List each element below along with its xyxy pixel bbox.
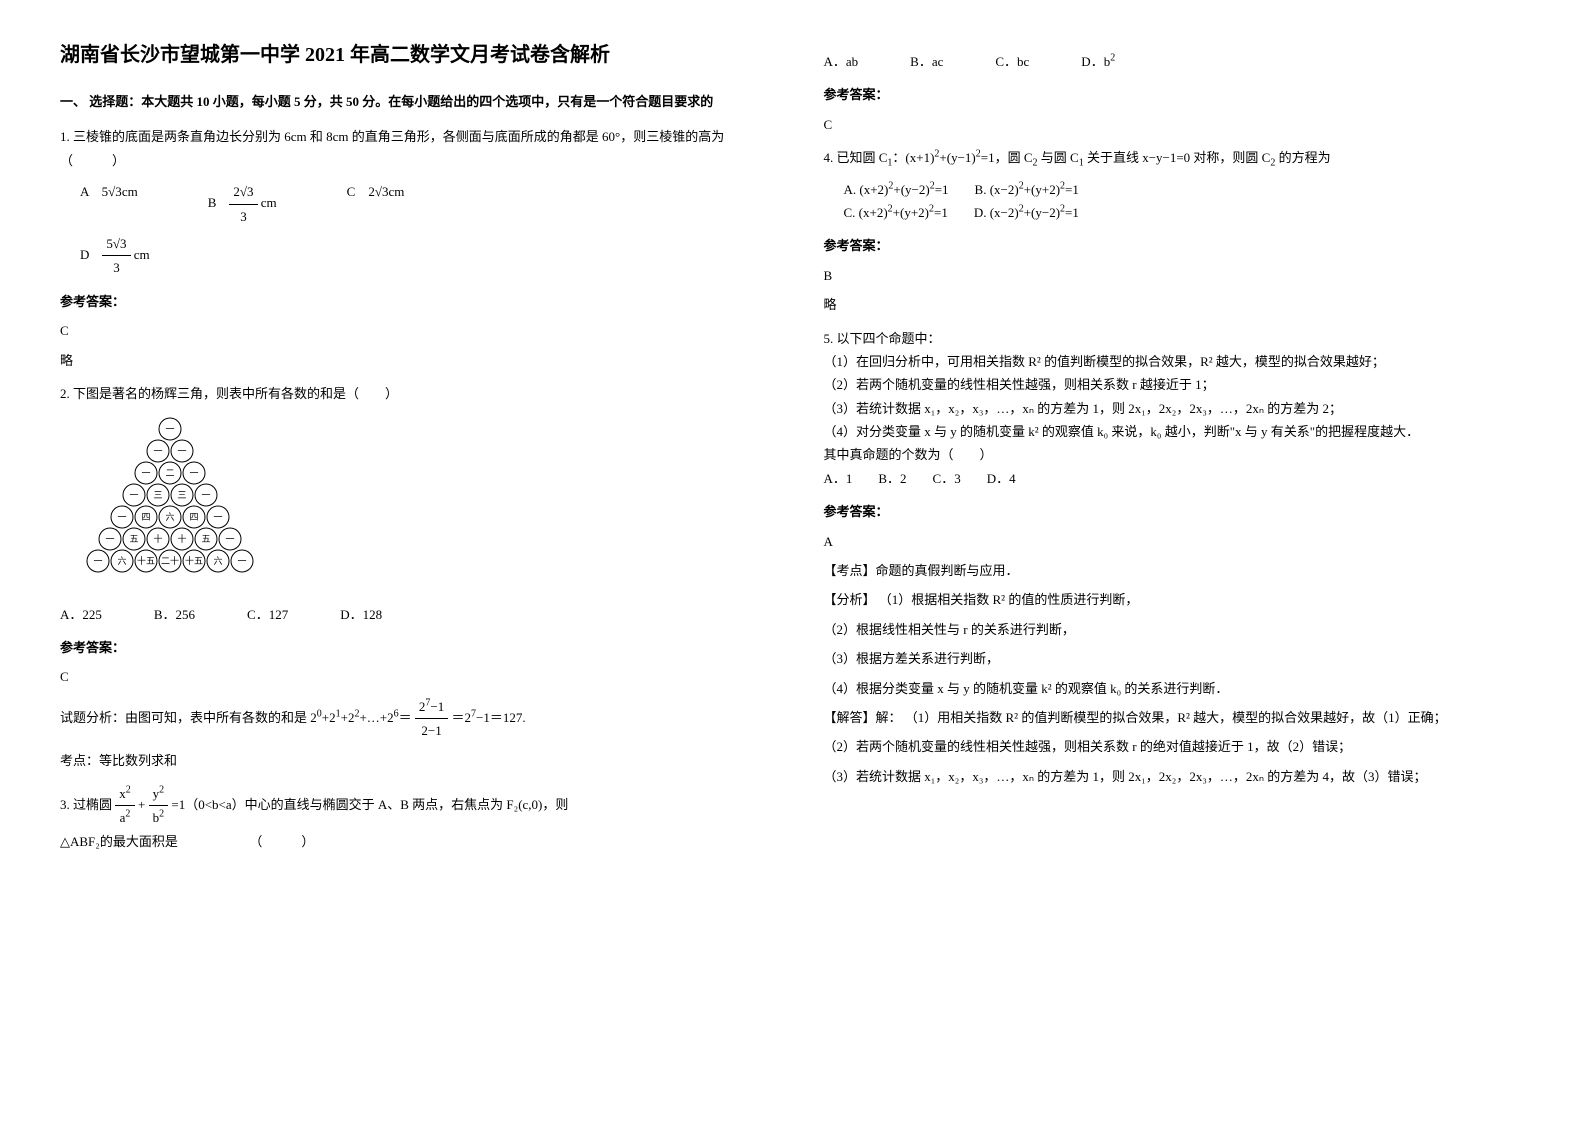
svg-text:一: 一 <box>93 556 102 566</box>
q5-fenxi-label: 【分析】 <box>824 592 876 607</box>
svg-text:六: 六 <box>117 555 126 566</box>
q2-answer-label: 参考答案： <box>60 636 764 659</box>
q5-kaodian: 【考点】命题的真假判断与应用． <box>824 559 1528 582</box>
q5-j3: （3）若统计数据 x₁，x₂，x₃，…，xₙ 的方差为 1，则 2x₁，2x₂，… <box>824 765 1528 788</box>
question-4: 4. 已知圆 C1：(x+1)2+(y−1)2=1，圆 C2 与圆 C1 关于直… <box>824 146 1528 316</box>
svg-text:十五: 十五 <box>137 555 155 566</box>
q3-text1: 3. 过椭圆 <box>60 797 115 812</box>
q5-answer: A <box>824 530 1528 553</box>
q1-brief: 略 <box>60 349 764 372</box>
q4-brief: 略 <box>824 293 1528 316</box>
q4-options: A. (x+2)2+(y−2)2=1 B. (x−2)2+(y+2)2=1 C.… <box>844 178 1528 225</box>
svg-text:六: 六 <box>213 555 222 566</box>
q4-text: 4. 已知圆 C1：(x+1)2+(y−1)2=1，圆 C2 与圆 C1 关于直… <box>824 146 1528 169</box>
q1-answer: C <box>60 319 764 342</box>
svg-text:三: 三 <box>177 490 186 500</box>
q2-answer: C <box>60 665 764 688</box>
svg-text:一: 一 <box>201 490 210 500</box>
q5-l1: （1）在回归分析中，可用相关指数 R² 的值判断模型的拟合效果，R² 越大，模型… <box>824 350 1528 373</box>
svg-text:五: 五 <box>129 534 138 544</box>
q5-ask: 其中真命题的个数为（ ） <box>824 443 1528 466</box>
question-5: 5. 以下四个命题中： （1）在回归分析中，可用相关指数 R² 的值判断模型的拟… <box>824 327 1528 789</box>
q4-opt-row1: A. (x+2)2+(y−2)2=1 B. (x−2)2+(y+2)2=1 <box>844 178 1528 201</box>
q2-options: A．225 B．256 C．127 D．128 <box>60 603 764 626</box>
q5-f1: （1）根据相关指数 R² 的值的性质进行判断， <box>879 592 1139 607</box>
q1-text: 1. 三棱锥的底面是两条直角边长分别为 6cm 和 8cm 的直角三角形，各侧面… <box>60 125 764 172</box>
svg-text:一: 一 <box>153 446 162 456</box>
svg-text:二: 二 <box>165 468 174 478</box>
q5-f4: （4）根据分类变量 x 与 y 的随机变量 k² 的观察值 k₀ 的关系进行判断… <box>824 677 1528 700</box>
question-2: 2. 下图是著名的杨辉三角，则表中所有各数的和是（ ） 一一一一二一一三三一一四… <box>60 382 764 772</box>
svg-text:十: 十 <box>153 533 162 544</box>
q5-jieda: 【解答】解： （1）用相关指数 R² 的值判断模型的拟合效果，R² 越大，模型的… <box>824 706 1528 729</box>
q5-l3: （3）若统计数据 x₁，x₂，x₃，…，xₙ 的方差为 1，则 2x₁，2x₂，… <box>824 397 1528 420</box>
q5-l4: （4）对分类变量 x 与 y 的随机变量 k² 的观察值 k₀ 来说，k₀ 越小… <box>824 420 1528 443</box>
q3-answer: C <box>824 113 1528 136</box>
q4-opt-row2: C. (x+2)2+(y+2)2=1 D. (x−2)2+(y−2)2=1 <box>844 201 1528 224</box>
svg-text:一: 一 <box>129 490 138 500</box>
q1-opt-a: A 5√3cm <box>80 180 138 228</box>
svg-text:一: 一 <box>141 468 150 478</box>
q2-note: 考点：等比数列求和 <box>60 749 764 772</box>
svg-text:一: 一 <box>213 512 222 522</box>
q3-text: 3. 过椭圆 x2a2 + y2b2 =1（0<b<a）中心的直线与椭圆交于 A… <box>60 782 764 830</box>
doc-title: 湖南省长沙市望城第一中学 2021 年高二数学文月考试卷含解析 <box>60 40 764 70</box>
q5-answer-label: 参考答案： <box>824 500 1528 523</box>
q5-fenxi: 【分析】 （1）根据相关指数 R² 的值的性质进行判断， <box>824 588 1528 611</box>
svg-text:一: 一 <box>165 424 174 434</box>
svg-text:一: 一 <box>105 534 114 544</box>
q5-jieda-label: 【解答】解： <box>824 710 902 725</box>
svg-text:一: 一 <box>117 512 126 522</box>
pascal-triangle: 一一一一二一一三三一一四六四一一五十十五一一六十五二十十五六一 <box>60 415 764 592</box>
question-3-cont: A．ab B．ac C．bc D．b2 参考答案： C <box>824 50 1528 136</box>
q1-opt-b: B 2√33 cm <box>208 180 277 228</box>
q3-text3: △ABF₂的最大面积是 （ ） <box>60 830 764 853</box>
q1-answer-label: 参考答案： <box>60 290 764 313</box>
right-column: A．ab B．ac C．bc D．b2 参考答案： C 4. 已知圆 C1：(x… <box>824 40 1528 863</box>
q5-j2: （2）若两个随机变量的线性相关性越强，则相关系数 r 的绝对值越接近于 1，故（… <box>824 735 1528 758</box>
svg-text:六: 六 <box>165 511 174 522</box>
svg-text:十五: 十五 <box>185 555 203 566</box>
q3-text2: =1（0<b<a）中心的直线与椭圆交于 A、B 两点，右焦点为 F₂(c,0)，… <box>171 797 568 812</box>
q2-explain: 试题分析：由图可知，表中所有各数的和是 20+21+22+…+26＝ 27−12… <box>60 695 764 743</box>
svg-text:一: 一 <box>177 446 186 456</box>
q1-opt-c: C 2√3cm <box>347 180 405 228</box>
svg-text:十: 十 <box>177 533 186 544</box>
q4-answer: B <box>824 264 1528 287</box>
q1-options: A 5√3cm B 2√33 cm C 2√3cm D 5√33 cm <box>80 180 764 280</box>
q5-j1: （1）用相关指数 R² 的值判断模型的拟合效果，R² 越大，模型的拟合效果越好，… <box>905 710 1447 725</box>
question-3: 3. 过椭圆 x2a2 + y2b2 =1（0<b<a）中心的直线与椭圆交于 A… <box>60 782 764 853</box>
q3-options: A．ab B．ac C．bc D．b2 <box>824 50 1528 73</box>
svg-text:四: 四 <box>189 512 198 522</box>
svg-text:五: 五 <box>201 534 210 544</box>
svg-text:一: 一 <box>225 534 234 544</box>
svg-text:三: 三 <box>153 490 162 500</box>
q5-options: A．1 B．2 C．3 D．4 <box>824 467 1528 490</box>
svg-text:四: 四 <box>141 512 150 522</box>
q2-text: 2. 下图是著名的杨辉三角，则表中所有各数的和是（ ） <box>60 382 764 405</box>
q5-f2: （2）根据线性相关性与 r 的关系进行判断， <box>824 618 1528 641</box>
svg-text:一: 一 <box>237 556 246 566</box>
left-column: 湖南省长沙市望城第一中学 2021 年高二数学文月考试卷含解析 一、 选择题：本… <box>60 40 764 863</box>
q5-intro: 5. 以下四个命题中： <box>824 327 1528 350</box>
q5-f3: （3）根据方差关系进行判断， <box>824 647 1528 670</box>
q4-answer-label: 参考答案： <box>824 234 1528 257</box>
q3-answer-label: 参考答案： <box>824 83 1528 106</box>
q5-l2: （2）若两个随机变量的线性相关性越强，则相关系数 r 越接近于 1； <box>824 373 1528 396</box>
q1-opt-d: D 5√33 cm <box>80 232 150 280</box>
question-1: 1. 三棱锥的底面是两条直角边长分别为 6cm 和 8cm 的直角三角形，各侧面… <box>60 125 764 372</box>
section-1-title: 一、 选择题：本大题共 10 小题，每小题 5 分，共 50 分。在每小题给出的… <box>60 90 764 113</box>
svg-text:一: 一 <box>189 468 198 478</box>
svg-text:二十: 二十 <box>161 555 179 566</box>
